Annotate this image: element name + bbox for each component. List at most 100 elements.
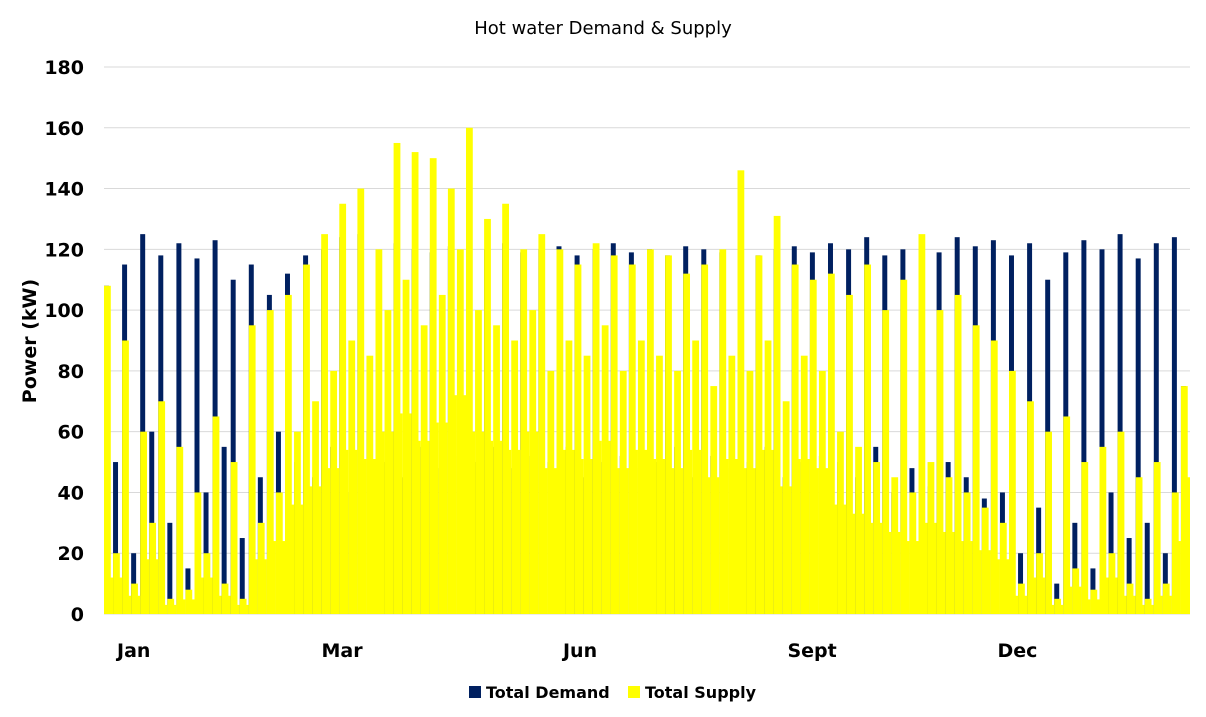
data-bar	[212, 416, 220, 614]
data-bar	[615, 468, 620, 614]
data-bar	[136, 595, 141, 614]
data-bar	[167, 598, 175, 614]
data-bar	[230, 462, 238, 614]
data-bar	[525, 431, 530, 614]
data-bar	[113, 553, 120, 614]
data-bar	[158, 401, 166, 614]
data-bar	[221, 583, 229, 614]
data-bar	[1122, 595, 1127, 614]
data-bar	[456, 249, 464, 615]
data-bar	[715, 477, 720, 614]
data-bar	[882, 310, 890, 614]
data-bar	[1126, 583, 1134, 614]
data-bar	[606, 440, 611, 614]
data-bar	[534, 431, 539, 614]
y-tick-label: 100	[44, 300, 84, 322]
legend-label: Total Supply	[645, 683, 757, 702]
data-bar	[688, 449, 693, 614]
data-bar	[339, 203, 347, 614]
data-bar	[633, 449, 638, 614]
data-bar	[1117, 431, 1125, 614]
data-bar	[1140, 604, 1145, 614]
data-bar	[203, 553, 211, 614]
data-bar	[647, 249, 654, 615]
data-bar	[846, 294, 853, 614]
data-bar	[493, 325, 500, 614]
data-bar	[393, 142, 401, 614]
data-bar	[1158, 595, 1163, 614]
data-bar	[285, 294, 292, 614]
data-bar	[1054, 598, 1062, 614]
y-tick-label: 180	[44, 57, 84, 79]
data-bar	[565, 340, 573, 614]
data-bar	[344, 449, 349, 614]
data-bar	[936, 310, 944, 614]
data-bar	[538, 234, 546, 614]
data-bar	[1050, 604, 1055, 614]
y-tick-label: 140	[44, 179, 84, 201]
series-total-supply	[104, 127, 1190, 615]
data-bar	[814, 468, 819, 614]
data-bar	[932, 522, 937, 614]
data-bar	[299, 504, 304, 614]
data-bar	[1153, 462, 1161, 614]
data-bar	[950, 531, 955, 614]
data-bar	[253, 559, 258, 614]
y-tick-label: 0	[71, 604, 84, 626]
data-bar	[1162, 583, 1170, 614]
data-bar	[380, 431, 385, 614]
data-bar	[131, 583, 138, 614]
data-bar	[239, 538, 245, 614]
data-bar	[239, 598, 247, 614]
data-bar	[1045, 431, 1052, 614]
data-bar	[670, 468, 675, 614]
data-bar	[1041, 577, 1046, 614]
data-bar	[1117, 234, 1123, 614]
data-bar	[719, 249, 727, 615]
y-tick-label: 20	[58, 543, 84, 565]
y-tick-label: 120	[44, 239, 84, 261]
data-bar	[357, 188, 365, 615]
data-bar	[552, 468, 557, 614]
data-bar	[769, 449, 774, 614]
data-bar	[610, 255, 618, 614]
data-bar	[728, 355, 736, 614]
data-bar	[1153, 243, 1159, 614]
data-bar	[520, 249, 528, 615]
data-bar	[1068, 586, 1073, 614]
data-bar	[172, 604, 177, 614]
data-bar	[312, 401, 319, 614]
data-bar	[570, 449, 575, 614]
data-bar	[389, 431, 394, 614]
data-bar	[461, 395, 466, 614]
data-bar	[999, 522, 1007, 614]
data-bar	[398, 413, 403, 614]
data-bar	[420, 325, 428, 614]
data-bar	[1144, 522, 1150, 614]
data-bar	[108, 577, 114, 614]
data-bar	[434, 422, 439, 614]
data-bar	[235, 604, 240, 614]
chart-title: Hot water Demand & Supply	[474, 18, 732, 39]
data-bar	[402, 279, 410, 614]
data-bar	[796, 459, 801, 614]
data-bar	[878, 522, 883, 614]
data-bar	[280, 541, 285, 614]
data-bar	[470, 431, 476, 614]
data-bar	[1063, 416, 1071, 614]
data-bar	[968, 541, 973, 614]
data-bar	[185, 589, 193, 614]
data-bar	[163, 604, 168, 614]
y-tick-label: 160	[44, 118, 84, 140]
data-bar	[986, 550, 991, 614]
data-bar	[262, 559, 267, 614]
data-bar	[665, 255, 672, 614]
data-bar	[977, 550, 982, 614]
data-bar	[384, 310, 392, 614]
data-bar	[624, 468, 629, 614]
data-bar	[244, 604, 249, 614]
data-bar	[592, 243, 600, 614]
data-bar	[317, 486, 322, 614]
data-bar	[217, 595, 222, 614]
data-bar	[909, 492, 917, 614]
